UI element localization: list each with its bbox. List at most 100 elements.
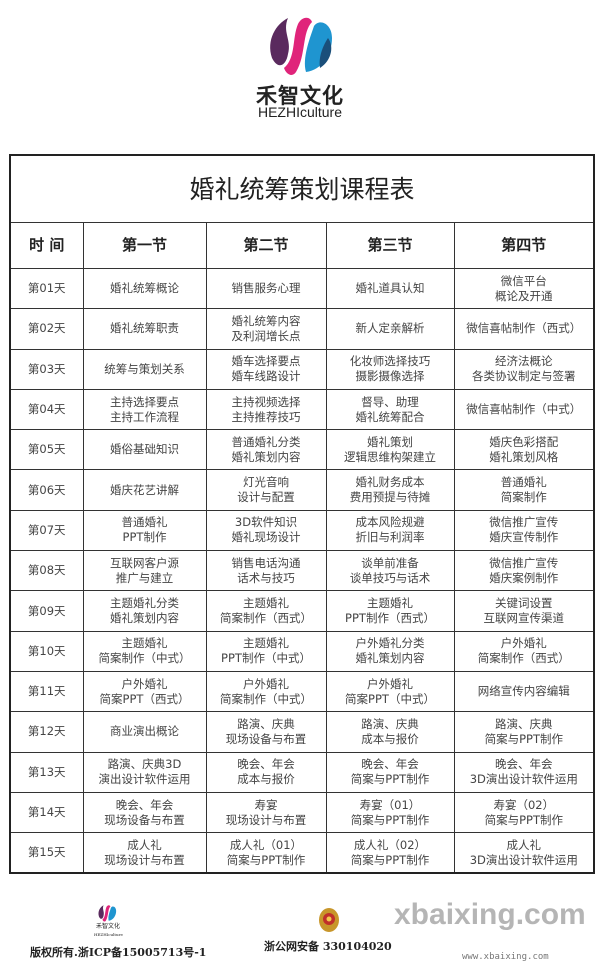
session-4-cell: 微信喜帖制作（中式）	[453, 388, 595, 431]
course-topic: 演出设计软件运用	[98, 772, 191, 787]
session-2-cell: 主持视频选择 主持推荐技巧	[205, 388, 327, 431]
table-row: 第08天 互联网客户源 推广与建立 销售电话沟通 话术与技巧 谈单前准备 谈单技巧与话术 微信…	[9, 550, 595, 592]
day-cell: 第14天	[9, 791, 84, 834]
session-1-cell: 婚俗基础知识	[82, 429, 207, 471]
table-row: 第03天 统筹与策划关系 婚车选择要点 婚车线路设计 化妆师选择技巧 摄影摄像选择 经济法概…	[9, 348, 595, 390]
course-topic: 各类协议制定与签署	[472, 369, 576, 384]
table-row: 第04天 主持选择要点 主持工作流程 主持视频选择 主持推荐技巧 督导、助理 婚礼统筹配合微…	[9, 388, 595, 431]
course-topic: 婚礼统筹概论	[110, 281, 179, 296]
session-3-cell: 成本风险规避 折旧与利润率	[325, 509, 455, 552]
session-2-cell: 销售电话沟通 话术与技巧	[205, 550, 327, 592]
course-topic: 网络宣传内容编辑	[477, 684, 570, 699]
brand-logo-icon	[270, 17, 332, 75]
course-topic: 统筹与策划关系	[104, 361, 185, 376]
course-topic: 简案PPT（西式）	[99, 691, 190, 706]
footer-logo-cn: 禾智文化	[96, 923, 121, 930]
session-3-cell: 谈单前准备 谈单技巧与话术	[325, 550, 455, 592]
course-topic: 摄影摄像选择	[355, 369, 425, 384]
session-3-cell: 成人礼（02） 简案与PPT制作	[325, 832, 455, 874]
course-topic: PPT制作	[122, 530, 167, 545]
course-topic: 化妆师选择技巧	[349, 354, 431, 369]
session-2-cell: 销售服务心理	[205, 267, 327, 310]
table-row: 第09天 主题婚礼分类 婚礼策划内容 主题婚礼 简案制作（西式） 主题婚礼 PPT制作（西式…	[9, 590, 595, 632]
course-topic: 简案制作	[500, 490, 547, 505]
course-topic: 设计与配置	[237, 490, 295, 505]
day-cell: 第13天	[9, 751, 84, 793]
session-1-cell: 主题婚礼 简案制作（中式）	[82, 630, 207, 672]
table-row: 第01天 婚礼统筹概论 销售服务心理 婚礼道具认知 微信平台 概论及开通	[9, 267, 595, 310]
session-4-cell: 微信平台 概论及开通	[453, 267, 595, 310]
session-1-cell: 成人礼 现场设计与布置	[82, 832, 207, 874]
course-topic: 简案与PPT制作	[350, 852, 430, 867]
course-topic: 督导、助理	[361, 394, 419, 409]
course-topic: 户外婚礼	[500, 636, 547, 651]
course-topic: 成人礼（02）	[353, 837, 427, 852]
session-1-cell: 互联网客户源 推广与建立	[82, 550, 207, 592]
course-topic: 简案与PPT制作	[350, 772, 430, 787]
course-topic: 逻辑思维构架建立	[344, 449, 436, 464]
day-cell: 第03天	[9, 348, 84, 390]
course-topic: 话术与技巧	[237, 570, 295, 585]
session-4-cell: 网络宣传内容编辑	[453, 670, 595, 713]
session-2-cell: 婚礼统筹内容 及利润增长点	[205, 308, 327, 350]
course-topic: 婚礼策划内容	[231, 449, 301, 464]
course-topic: 主持工作流程	[110, 409, 179, 424]
course-topic: 成本与报价	[361, 731, 419, 746]
course-topic: 寿宴	[254, 797, 278, 812]
session-3-cell: 户外婚礼分类 婚礼策划内容	[325, 630, 455, 672]
session-1-cell: 户外婚礼 简案PPT（西式）	[82, 670, 207, 713]
course-topic: 婚庆宣传制作	[489, 530, 559, 545]
header-session-1: 第一节	[82, 222, 207, 269]
session-4-cell: 微信喜帖制作（西式）	[453, 308, 595, 350]
course-topic: 3D演出设计软件运用	[469, 852, 578, 867]
session-2-cell: 寿宴 现场设计与布置	[205, 791, 327, 834]
course-topic: 主持选择要点	[110, 394, 179, 409]
course-topic: 费用预提与待摊	[349, 490, 431, 505]
course-topic: 晚会、年会	[495, 757, 553, 772]
header-session-2: 第二节	[205, 222, 327, 269]
session-3-cell: 婚礼策划 逻辑思维构架建立	[325, 429, 455, 471]
course-topic: 推广与建立	[115, 570, 174, 585]
course-topic: 互联网宣传渠道	[483, 611, 565, 626]
course-topic: 户外婚礼	[367, 676, 413, 691]
course-topic: 婚庆案例制作	[489, 570, 559, 585]
course-topic: 路演、庆典3D	[107, 757, 182, 772]
course-topic: 路演、庆典	[361, 716, 419, 731]
session-2-cell: 晚会、年会 成本与报价	[205, 751, 327, 793]
course-topic: 婚礼财务成本	[355, 475, 425, 490]
course-topic: 婚礼策划内容	[110, 611, 179, 626]
table-row: 第15天 成人礼 现场设计与布置 成人礼（01） 简案与PPT制作 成人礼（02） 简案与P…	[9, 832, 595, 874]
session-4-cell: 关键词设置 互联网宣传渠道	[453, 590, 595, 632]
session-3-cell: 化妆师选择技巧 摄影摄像选择	[325, 348, 455, 390]
course-topic: PPT制作（西式）	[345, 611, 435, 626]
course-topic: 经济法概论	[495, 354, 553, 369]
course-topic: 现场设备与布置	[104, 812, 185, 827]
course-topic: 简案PPT（中式）	[345, 691, 435, 706]
course-topic: 简案与PPT制作	[484, 731, 563, 746]
day-cell: 第04天	[9, 388, 84, 431]
session-2-cell: 灯光音响 设计与配置	[205, 469, 327, 511]
session-2-cell: 婚车选择要点 婚车线路设计	[205, 348, 327, 390]
session-1-cell: 主持选择要点 主持工作流程	[82, 388, 207, 431]
course-topic: 婚俗基础知识	[110, 442, 179, 457]
session-2-cell: 户外婚礼 简案制作（中式）	[205, 670, 327, 713]
table-row: 第06天 婚庆花艺讲解 灯光音响 设计与配置 婚礼财务成本 费用预提与待摊 普通婚礼 简案制作	[9, 469, 595, 511]
course-schedule-table: 婚礼统筹策划课程表 时 间 第一节 第二节 第三节 第四节 第01天 婚礼统筹概论…	[9, 154, 596, 875]
session-3-cell: 路演、庆典 成本与报价	[325, 711, 455, 753]
session-4-cell: 寿宴（02） 简案与PPT制作	[453, 791, 595, 834]
table-row: 第13天 路演、庆典3D 演出设计软件运用 晚会、年会 成本与报价 晚会、年会简案与PPT…	[9, 751, 595, 793]
header-session-4: 第四节	[453, 222, 595, 269]
day-cell: 第05天	[9, 429, 84, 471]
session-2-cell: 主题婚礼 简案制作（西式）	[205, 590, 327, 632]
course-topic: 婚礼策划风格	[489, 449, 559, 464]
course-topic: 谈单前准备	[361, 555, 419, 570]
course-topic: 简案制作（西式）	[477, 651, 570, 666]
course-topic: 现场设计与布置	[104, 852, 185, 867]
course-topic: 微信平台	[500, 273, 547, 288]
day-cell: 第10天	[9, 630, 84, 672]
session-3-cell: 寿宴（01） 简案与PPT制作	[325, 791, 455, 834]
session-1-cell: 普通婚礼 PPT制作	[82, 509, 207, 552]
header-row: 时 间 第一节 第二节 第三节 第四节	[9, 222, 595, 269]
session-4-cell: 晚会、年会 3D演出设计软件运用	[453, 751, 595, 793]
session-3-cell: 新人定亲解析	[325, 308, 455, 350]
